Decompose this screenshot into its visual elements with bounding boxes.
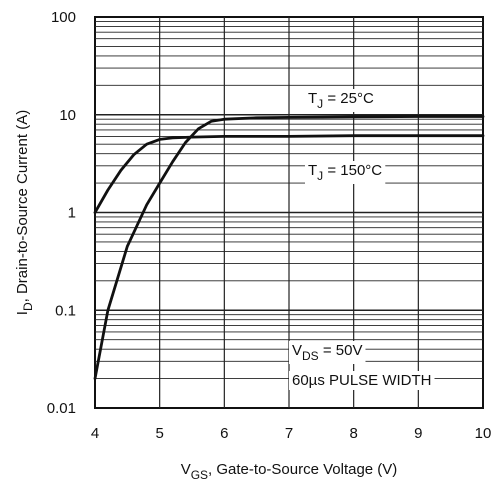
y-axis-label: ID, Drain-to-Source Current (A) (14, 110, 35, 315)
x-tick-label: 6 (220, 425, 228, 442)
y-tick-label: 10 (59, 107, 76, 124)
annotation-label: TJ = 25°C (308, 90, 374, 111)
annotation-label: TJ = 150°C (308, 162, 382, 183)
annotation-label: 60µs PULSE WIDTH (292, 372, 432, 389)
x-tick-label: 10 (475, 425, 492, 442)
series-layer (93, 115, 485, 380)
series-line-tj-25c (93, 115, 485, 380)
annotations: TJ = 25°C TJ = 150°C VDS = 50V 60µs PULSE W… (289, 89, 435, 390)
axis-labels: VGS, Gate-to-Source Voltage (V) ID, Drain… (14, 110, 397, 482)
annotation-background (289, 371, 435, 390)
annotation-background (289, 341, 366, 364)
x-axis-label: VGS, Gate-to-Source Voltage (V) (181, 461, 398, 482)
tick-labels: 4 5 6 7 8 9 10 0.01 0.1 1 10 100 (47, 9, 492, 442)
y-tick-label: 1 (68, 205, 76, 222)
annotation-label: VDS = 50V (292, 342, 362, 363)
series-line-tj-150c (93, 134, 485, 214)
x-tick-label: 5 (155, 425, 163, 442)
x-tick-label: 7 (285, 425, 293, 442)
annotation-background (305, 161, 386, 184)
y-tick-label: 0.1 (55, 302, 76, 319)
x-tick-label: 9 (414, 425, 422, 442)
x-tick-label: 4 (91, 425, 99, 442)
y-tick-label: 0.01 (47, 400, 76, 417)
x-tick-label: 8 (349, 425, 357, 442)
y-tick-label: 100 (51, 9, 76, 26)
annotation-background (305, 89, 377, 112)
